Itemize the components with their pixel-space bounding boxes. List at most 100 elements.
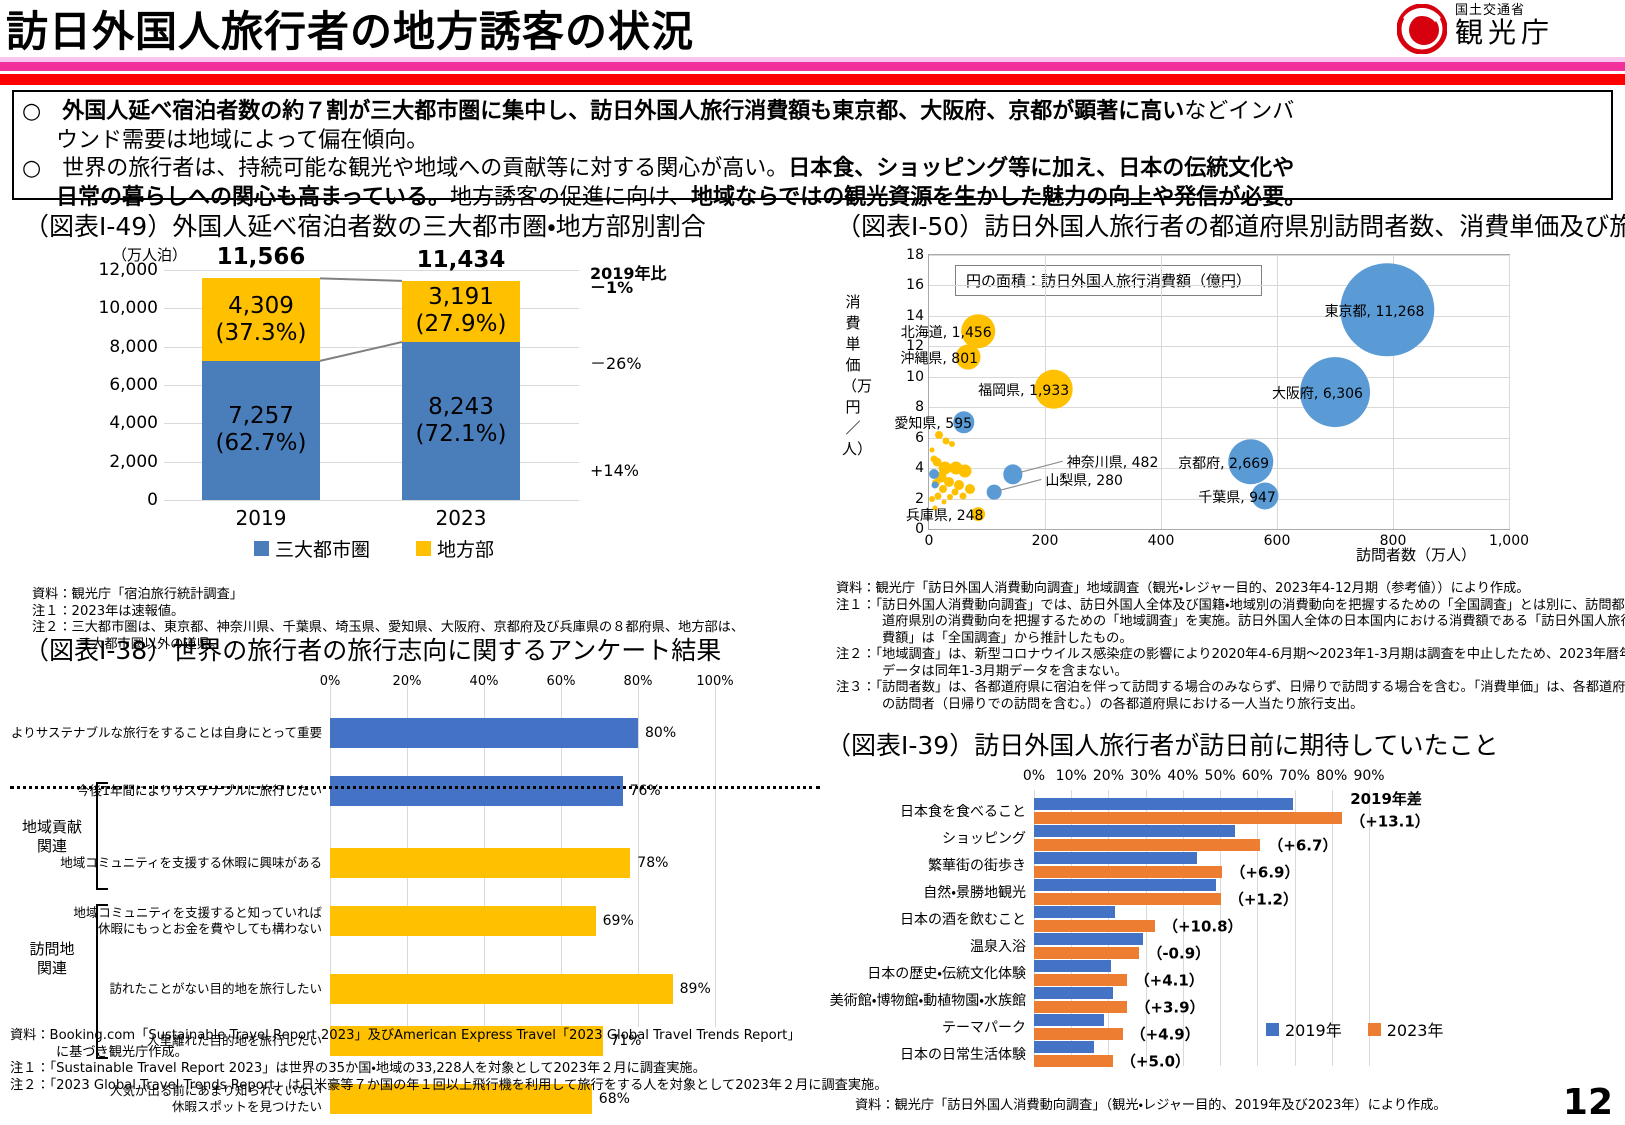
fig50-bubble-small: [942, 437, 950, 445]
fig39-bar-2019: [1034, 960, 1112, 972]
fig38-category-line: よりサステナブルな旅行をすることは自身にとって重要: [10, 725, 322, 740]
fig50-bubble-small: [954, 479, 965, 490]
fig50-bubble-small: [931, 481, 939, 489]
fig50-bubble-label: 東京都, 11,268: [1324, 303, 1425, 320]
fig50-title: （図表Ⅰ-50）訪日外国人旅行者の都道府県別訪問者数、消費単価及び旅行消費額: [836, 212, 1625, 241]
fig50-bubble-京都府: [1228, 439, 1274, 485]
fig50-bubble-small: [941, 499, 947, 505]
fig39-x-tick: 10%: [1055, 768, 1087, 784]
fig39-category-label: 自然・景勝地観光: [923, 885, 1026, 901]
fig49-y-tick: 6,000: [109, 375, 158, 395]
fig39-x-tick: 70%: [1278, 768, 1311, 784]
header-band-red: [0, 74, 1625, 85]
fig39-x-tick: 80%: [1316, 768, 1348, 784]
fig49-x-label: 2023: [435, 506, 487, 530]
fig39-category-label: 美術館・博物館・動植物園・水族館: [829, 993, 1026, 1009]
fig39-diff-label: （+6.9）: [1230, 863, 1300, 882]
fig50-y-tick: 14: [906, 307, 924, 324]
fig39-x-tick: 60%: [1241, 768, 1273, 784]
fig50-note-line: 注１：「訪日外国人消費動向調査」では、訪日外国人全体及び国籍・地域別の消費動向を…: [836, 597, 1625, 613]
page-number: 12: [1562, 1082, 1613, 1123]
slide-header: 訪日外国人旅行者の地方誘客の状況 国土交通省 観光庁: [0, 0, 1625, 86]
title-bar: 訪日外国人旅行者の地方誘客の状況 国土交通省 観光庁: [0, 0, 1625, 62]
fig50-gridline: [1509, 255, 1510, 529]
fig49-legend-item: 地方部: [416, 535, 494, 562]
fig50-gridline: [929, 255, 1509, 256]
fig39-diff-label: （+3.9）: [1135, 998, 1205, 1017]
summary-line-1: ○ 外国人延べ宿泊者数の約７割が三大都市圏に集中し、訪日外国人旅行消費額も東京都…: [22, 98, 1603, 127]
fig38-category-label: 訪れたことがない目的地を旅行したい: [109, 981, 322, 997]
fig50-bubble-small: [959, 492, 967, 499]
fig39-category-label: 日本食を食べること: [900, 804, 1026, 820]
fig39-bar-2023: [1034, 1028, 1123, 1040]
fig39-category-label: ショッピング: [942, 831, 1026, 847]
fig38-category-line: 地域コミュニティを支援すると知っていれば: [73, 905, 322, 920]
fig39-gridline: [1220, 790, 1222, 1066]
fig50-bubble-label: 京都府, 2,669: [1178, 456, 1270, 473]
fig50-bubble-兵庫県: [971, 506, 986, 521]
fig49-legend: 三大都市圏 地方部: [164, 535, 584, 562]
bullet-marker-2: ○: [22, 156, 42, 181]
fig50-bubble-small: [938, 461, 952, 475]
fig39-legend-item: 2019年: [1266, 1017, 1342, 1041]
fig39-title: （図表Ⅰ-39）訪日外国人旅行者が訪日前に期待していたこと: [826, 731, 1499, 760]
fig39-category-label: テーマパーク: [942, 1020, 1026, 1036]
fig50-x-tick: 400: [1147, 533, 1175, 549]
fig38-bar-value: 80%: [645, 725, 677, 741]
fig39-x-tick: 20%: [1092, 768, 1124, 784]
fig39-bar-2023: [1034, 920, 1155, 932]
summary-4c: 地域ならではの観光資源を生かした魅力の向上や発信が必要。: [690, 184, 1307, 210]
fig38-note-line: 資料：Booking.com「Sustainable Travel Report…: [10, 1028, 801, 1043]
fig50-note-line: 道府県別の消費動向を把握するための「地域調査」を実施。訪日外国人全体の日本国内に…: [882, 614, 1625, 629]
fig38-category-label: 地域コミュニティを支援する休暇に興味がある: [60, 855, 322, 871]
fig49-title: （図表Ⅰ-49）外国人延べ宿泊者数の三大都市圏・地方部別割合: [24, 212, 706, 241]
fig38-group-label: 地域貢献 関連: [16, 818, 88, 856]
fig39-legend-label: 2019年: [1285, 1021, 1342, 1040]
fig39-plot-area: 0% 10% 20% 30% 40% 50% 60% 70% 80% 90% 日本食を食べること （+…: [830, 768, 1430, 1071]
fig49-y-tick: 8,000: [109, 336, 158, 357]
fig38-category-label: 人気が出る前にあまり知られていない 休暇スポットを見つけたい: [110, 1083, 322, 1115]
fig39-x-tick: 50%: [1204, 768, 1236, 784]
fig38-bar: [330, 776, 623, 806]
fig38-category-line: 地域コミュニティを支援する休暇に興味がある: [60, 855, 322, 870]
fig49-gridline: [164, 308, 579, 310]
fig39-diff-label: （+10.8）: [1162, 917, 1243, 936]
fig49-segment-metro: 8,243 (72.1%): [402, 342, 520, 500]
fig49-legend-label: 地方部: [437, 539, 495, 561]
agency-logo: 国土交通省 観光庁: [1387, 2, 1619, 58]
fig49-chart: （万人泊） 0 2,000 4,000 6,000 8,000 10,000 12,000 7…: [24, 244, 724, 561]
fig39-bar-2019: [1034, 987, 1113, 999]
fig50-y-tick: 18: [906, 247, 924, 263]
fig38-category-line: 休暇にもっとお金を費やしても構わない: [97, 921, 322, 936]
legend-swatch-icon: [253, 541, 269, 556]
fig38-group-label-line2: 関連: [36, 837, 67, 855]
fig38-group-label-line1: 地域貢献: [21, 818, 82, 836]
fig39-diff-label: （+5.0）: [1120, 1052, 1191, 1071]
fig50-bubble-small: [932, 505, 938, 511]
fig50-bubble-label: 千葉県, 947: [1198, 489, 1276, 506]
fig39-category-label: 日本の歴史・伝統文化体験: [867, 966, 1026, 982]
fig38-x-tick: 100%: [696, 674, 734, 689]
summary-4b: 地方誘客の促進に向け、: [450, 184, 691, 210]
fig50-bubble-small: [938, 485, 947, 494]
fig50-note-line: 資料：観光庁「訪日外国人消費動向調査」地域調査（観光・レジャー目的、2023年4…: [836, 581, 1530, 596]
fig39-bar-2019: [1034, 906, 1115, 918]
fig50-bubble-small: [935, 430, 944, 439]
fig49-gridline: [164, 461, 579, 463]
summary-1c: などインバ: [1184, 99, 1295, 124]
fig50-x-tick: 0: [924, 533, 934, 549]
fig39-bar-2019: [1034, 852, 1197, 864]
fig39-x-tick: 30%: [1130, 768, 1162, 784]
fig38-gridline: [638, 682, 639, 1027]
fig39-bar-2019: [1034, 1041, 1095, 1053]
fig39-diff-label: （+6.7）: [1268, 836, 1338, 855]
fig49-note-line: 資料：観光庁「宿泊旅行統計調査」: [32, 587, 243, 602]
fig38-x-tick: 80%: [623, 674, 653, 689]
fig49-bar-column: 7,257 (62.7%) 4,309 (37.3%): [202, 270, 320, 500]
fig50-bubble-small: [928, 469, 939, 480]
fig50-gridline: [929, 376, 1509, 378]
logo-text-block: 国土交通省 観光庁: [1455, 3, 1615, 48]
fig49-y-tick: 12,000: [98, 260, 158, 280]
fig49-segment-metro: 7,257 (62.7%): [202, 360, 320, 500]
fig38-notes: 資料：Booking.com「Sustainable Travel Report…: [10, 1028, 887, 1094]
